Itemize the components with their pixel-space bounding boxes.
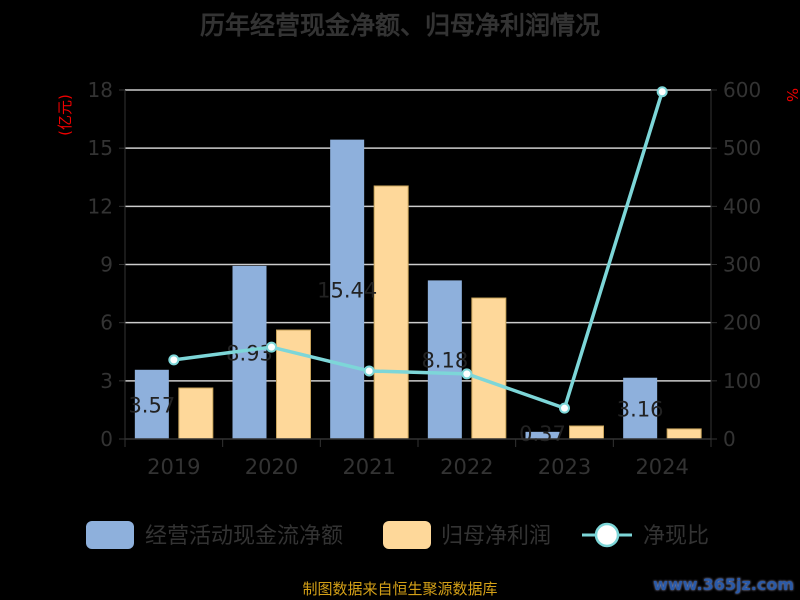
data-label: 8.18 <box>421 349 468 373</box>
y-tick-label: 12 <box>88 194 113 218</box>
y2-axis-label: % <box>783 88 800 102</box>
line-point <box>266 341 277 353</box>
y2-tick-label: 400 <box>723 194 761 218</box>
legend-swatch-net-profit <box>383 521 431 549</box>
data-label: 3.57 <box>128 393 175 417</box>
y-tick-label: 18 <box>88 78 113 102</box>
legend-marker-cash-ratio <box>594 522 620 548</box>
legend-label: 净现比 <box>643 524 709 549</box>
y2-tick-label: 200 <box>723 311 761 335</box>
source-note: 制图数据来自恒生聚源数据库 <box>302 580 498 598</box>
bar-2022-net-profit <box>471 297 507 440</box>
bar-2019-net-profit <box>178 387 214 440</box>
x-tick-label: 2022 <box>440 455 493 479</box>
y-tick-label: 15 <box>88 136 113 160</box>
legend-swatch-operating-cash <box>86 521 134 549</box>
y-tick-label: 9 <box>100 253 113 277</box>
watermark: www.365jz.com <box>653 575 794 594</box>
bar-2019-operating-cash <box>134 369 169 439</box>
y2-tick-label: 500 <box>723 136 761 160</box>
line-point <box>363 365 375 377</box>
chart-title: 历年经营现金净额、归母净利润情况 <box>199 11 600 40</box>
x-tick-label: 2023 <box>538 455 591 479</box>
line-point <box>559 402 570 414</box>
bar-2020-net-profit <box>276 329 311 440</box>
bar-2021-net-profit <box>373 185 409 440</box>
x-tick-label: 2024 <box>635 455 688 479</box>
line-cash-ratio <box>173 91 664 411</box>
line-point <box>461 368 473 380</box>
y2-tick-label: 600 <box>723 78 761 102</box>
y-tick-label: 3 <box>100 369 113 393</box>
bar-2021-operating-cash <box>330 139 365 439</box>
data-label: 15.44 <box>317 278 377 302</box>
bar-2023-operating-cash <box>525 431 560 439</box>
line-point <box>656 86 668 98</box>
y2-tick-label: 0 <box>723 427 736 451</box>
line-point <box>168 354 180 366</box>
x-tick-label: 2019 <box>147 455 200 479</box>
bar-2022-operating-cash <box>427 280 462 439</box>
x-tick-label: 2021 <box>342 455 395 479</box>
bar-2024-operating-cash <box>623 377 658 439</box>
y-axis-label: (亿元) <box>56 94 74 136</box>
data-label: 0.37 <box>519 422 566 446</box>
x-tick-label: 2020 <box>245 455 298 479</box>
bar-2024-net-profit <box>666 428 702 440</box>
y-tick-label: 0 <box>100 427 113 451</box>
legend-label: 经营活动现金流净额 <box>145 524 343 549</box>
y-tick-label: 6 <box>100 311 113 335</box>
y2-tick-label: 100 <box>723 369 761 393</box>
data-label: 3.16 <box>617 397 664 421</box>
legend-label: 归母净利润 <box>441 524 551 549</box>
bar-2023-net-profit <box>569 425 604 440</box>
y2-tick-label: 300 <box>723 253 761 277</box>
